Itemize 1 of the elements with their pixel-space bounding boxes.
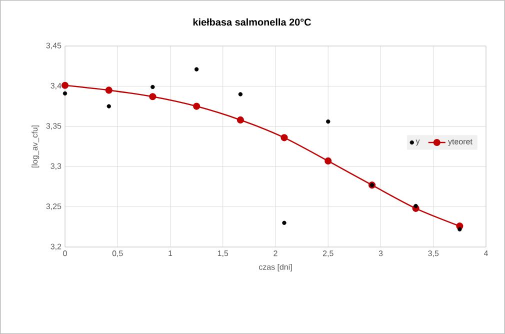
chart-title: kiełbasa salmonella 20°C [193,18,312,26]
